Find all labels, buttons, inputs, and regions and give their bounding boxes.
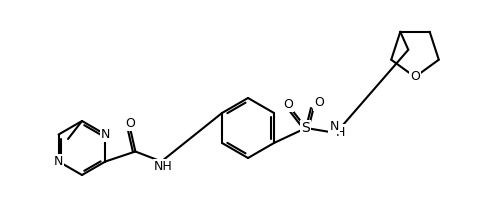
Text: O: O <box>125 117 135 130</box>
Text: H: H <box>335 125 345 138</box>
Text: O: O <box>314 97 324 110</box>
Text: O: O <box>283 97 293 111</box>
Text: O: O <box>410 70 420 83</box>
Text: N: N <box>329 119 339 132</box>
Text: S: S <box>302 121 310 135</box>
Text: N: N <box>101 128 110 141</box>
Text: N: N <box>54 155 63 168</box>
Text: NH: NH <box>154 160 173 173</box>
